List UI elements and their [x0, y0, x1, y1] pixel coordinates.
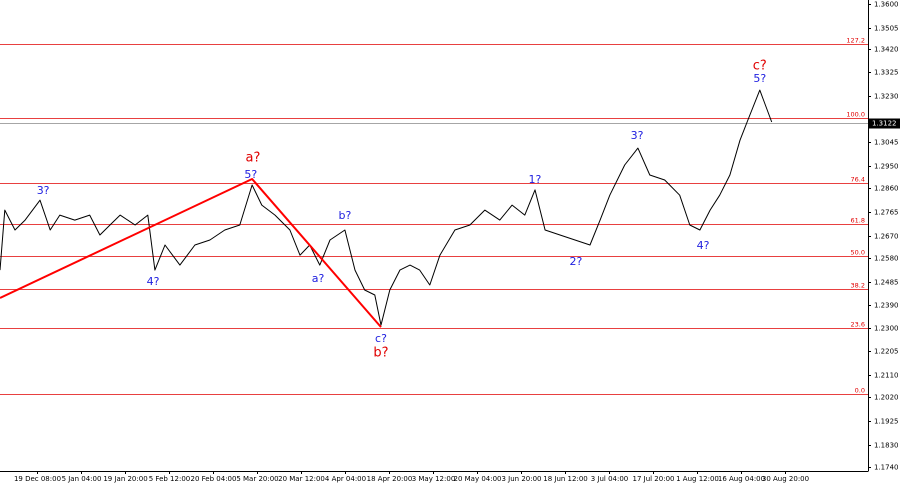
x-tick-label: 19 Dec 08:00 — [14, 475, 61, 483]
wave-label: 4? — [147, 275, 160, 288]
x-tick-label: 5 Jan 04:00 — [62, 475, 102, 483]
fib-label: 38.2 — [851, 282, 865, 290]
wave-label: 3? — [37, 184, 50, 197]
fib-label: 100.0 — [846, 111, 865, 119]
y-tick-label: 1.2950 — [874, 163, 899, 171]
x-tick-label: 5 Feb 12:00 — [149, 475, 190, 483]
wave-label: 4? — [697, 239, 710, 252]
price-line — [0, 89, 773, 326]
x-tick-label: 20 Mar 12:00 — [278, 475, 325, 483]
fib-label: 127.2 — [846, 37, 865, 45]
y-tick-label: 1.3230 — [874, 93, 899, 101]
y-tick-label: 1.3505 — [874, 25, 899, 33]
y-tick-label: 1.1830 — [874, 442, 899, 450]
wave-label: b? — [338, 209, 351, 222]
wave-label: 1? — [529, 173, 542, 186]
fib-label: 61.8 — [851, 217, 865, 225]
wave-label: c? — [375, 332, 387, 345]
wave-label: a? — [312, 272, 325, 285]
wave-label: b? — [373, 346, 388, 361]
y-tick-label: 1.3600 — [874, 1, 899, 9]
y-tick-label: 1.2300 — [874, 325, 899, 333]
fib-label: 50.0 — [851, 249, 865, 257]
y-tick-label: 1.2020 — [874, 394, 899, 402]
y-tick-label: 1.2580 — [874, 255, 899, 263]
y-tick-label: 1.3325 — [874, 69, 899, 77]
y-tick-label: 1.3420 — [874, 46, 899, 54]
last-price-label: 1.3122 — [872, 120, 897, 128]
wave-label: 5? — [753, 72, 766, 85]
x-tick-label: 17 Jul 20:00 — [633, 475, 675, 483]
y-tick-label: 1.2860 — [874, 185, 899, 193]
x-tick-label: 5 Mar 20:00 — [236, 475, 278, 483]
x-tick-label: 4 Apr 04:00 — [325, 475, 366, 483]
x-tick-label: 3 Jul 04:00 — [591, 475, 629, 483]
y-tick-label: 1.2110 — [874, 372, 899, 380]
x-tick-label: 30 Aug 20:00 — [762, 475, 809, 483]
fib-label: 23.6 — [851, 321, 865, 329]
wave-line — [0, 178, 382, 328]
wave-label: 2? — [569, 255, 582, 268]
y-tick-label: 1.1925 — [874, 418, 899, 426]
y-tick-label: 1.2670 — [874, 233, 899, 241]
wave-label: 5? — [244, 168, 257, 181]
x-tick-label: 18 Apr 20:00 — [367, 475, 413, 483]
x-tick-label: 20 Feb 04:00 — [191, 475, 237, 483]
wave-label: 3? — [631, 129, 644, 142]
x-tick-label: 19 Jan 20:00 — [103, 475, 147, 483]
y-tick-label: 1.2765 — [874, 209, 899, 217]
y-tick-label: 1.2390 — [874, 302, 899, 310]
y-tick-label: 1.2205 — [874, 348, 899, 356]
x-tick-label: 16 Aug 04:00 — [718, 475, 765, 483]
fib-label: 0.0 — [855, 387, 865, 395]
x-tick-label: 3 Jun 20:00 — [501, 475, 541, 483]
wave-label: a? — [246, 151, 261, 166]
fib-label: 76.4 — [851, 176, 865, 184]
x-tick-label: 1 Aug 12:00 — [676, 475, 719, 483]
x-tick-label: 3 May 12:00 — [412, 475, 456, 483]
wave-label: c? — [753, 58, 767, 73]
x-tick-label: 20 May 04:00 — [453, 475, 501, 483]
y-tick-label: 1.3045 — [874, 139, 899, 147]
last-price-box — [869, 118, 900, 129]
y-tick-label: 1.1740 — [874, 464, 899, 472]
y-tick-label: 1.2485 — [874, 279, 899, 287]
x-tick-label: 18 Jun 12:00 — [543, 475, 587, 483]
